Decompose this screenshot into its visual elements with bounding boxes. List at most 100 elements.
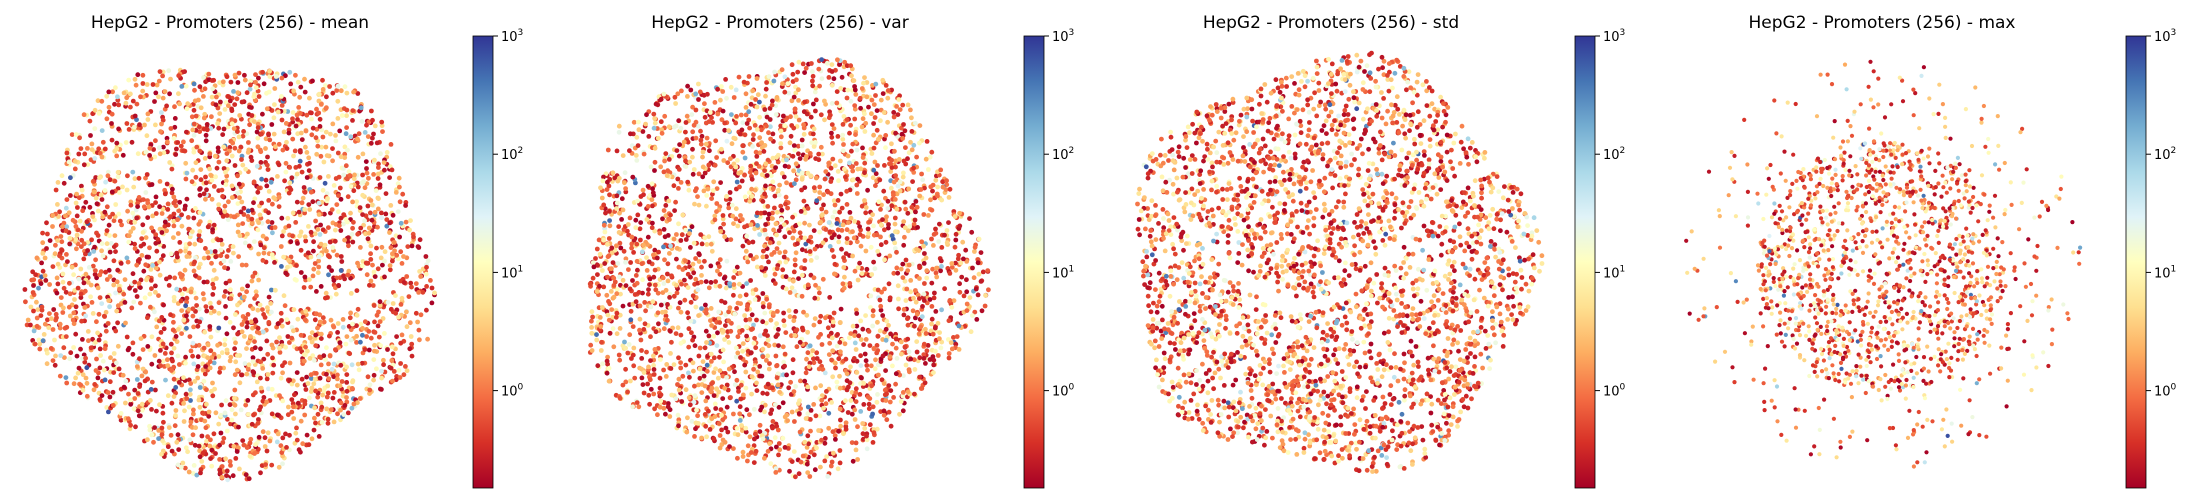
scatter-point bbox=[781, 113, 786, 119]
scatter-point bbox=[249, 278, 255, 284]
scatter-point bbox=[228, 296, 234, 302]
scatter-point bbox=[53, 187, 59, 193]
scatter-point bbox=[348, 210, 353, 216]
scatter-point bbox=[218, 430, 224, 436]
scatter-point bbox=[712, 401, 718, 407]
scatter-point bbox=[881, 188, 887, 194]
scatter-point bbox=[362, 218, 367, 224]
scatter-point bbox=[91, 387, 97, 393]
scatter-point bbox=[799, 293, 805, 299]
scatter-point bbox=[174, 146, 179, 152]
scatter-point bbox=[221, 258, 227, 264]
scatter-point bbox=[637, 316, 643, 322]
tick-exponent: 1 bbox=[518, 264, 524, 274]
scatter-point bbox=[404, 368, 410, 374]
scatter-point bbox=[649, 225, 655, 231]
scatter-point bbox=[793, 309, 799, 314]
scatter-point bbox=[403, 203, 408, 208]
scatter-point bbox=[589, 309, 595, 315]
scatter-point bbox=[429, 285, 435, 291]
scatter-point bbox=[227, 402, 233, 408]
scatter-point bbox=[117, 286, 122, 292]
scatter-point bbox=[237, 195, 242, 201]
scatter-point bbox=[208, 334, 214, 340]
scatter-point bbox=[259, 200, 264, 206]
scatter-point bbox=[877, 328, 883, 334]
scatter-point bbox=[223, 169, 228, 175]
scatter-point bbox=[344, 334, 350, 339]
scatter-point bbox=[215, 237, 221, 243]
scatter-point bbox=[235, 190, 241, 196]
scatter-point bbox=[245, 412, 251, 417]
scatter-point bbox=[704, 193, 710, 198]
scatter-point bbox=[102, 146, 108, 152]
scatter-point bbox=[888, 423, 894, 429]
scatter-point bbox=[746, 74, 752, 79]
scatter-point bbox=[908, 107, 913, 113]
scatter-point bbox=[397, 184, 402, 190]
scatter-point bbox=[196, 124, 202, 130]
scatter-point bbox=[903, 145, 908, 151]
scatter-point bbox=[124, 255, 130, 261]
scatter-point bbox=[682, 277, 687, 283]
scatter-point bbox=[773, 402, 778, 407]
scatter-point bbox=[210, 292, 216, 297]
scatter-point bbox=[290, 116, 295, 122]
scatter-point bbox=[84, 380, 90, 386]
scatter-point bbox=[348, 134, 354, 140]
scatter-point bbox=[287, 69, 293, 75]
scatter-point bbox=[830, 214, 836, 220]
scatter-point bbox=[280, 370, 285, 376]
scatter-point bbox=[922, 251, 927, 256]
scatter-point bbox=[264, 90, 269, 96]
scatter-point bbox=[837, 320, 843, 325]
scatter-point bbox=[150, 263, 156, 268]
scatter-point bbox=[724, 404, 730, 410]
scatter-point bbox=[312, 415, 317, 421]
scatter-point bbox=[921, 261, 927, 266]
scatter-point bbox=[929, 321, 934, 327]
scatter-point bbox=[153, 211, 159, 216]
scatter-point bbox=[264, 399, 269, 405]
scatter-point bbox=[327, 84, 332, 89]
scatter-point bbox=[704, 368, 710, 374]
scatter-point bbox=[287, 432, 292, 438]
scatter-point bbox=[790, 214, 795, 220]
scatter-point bbox=[179, 331, 185, 336]
scatter-point bbox=[872, 266, 878, 272]
scatter-point bbox=[805, 433, 811, 439]
scatter-point bbox=[309, 110, 314, 116]
scatter-point bbox=[191, 121, 197, 127]
scatter-point bbox=[312, 317, 318, 323]
scatter-point bbox=[315, 325, 320, 331]
scatter-point bbox=[311, 266, 317, 272]
scatter-point bbox=[423, 254, 429, 259]
scatter-point bbox=[261, 356, 267, 362]
scatter-point bbox=[829, 69, 835, 74]
scatter-point bbox=[631, 250, 636, 255]
scatter-point bbox=[226, 103, 231, 109]
scatter-point bbox=[263, 177, 269, 183]
scatter-point bbox=[768, 124, 773, 130]
scatter-point bbox=[162, 219, 168, 225]
scatter-point bbox=[224, 473, 229, 478]
scatter-point bbox=[178, 248, 183, 254]
scatter-point bbox=[329, 207, 335, 213]
scatter-point bbox=[268, 179, 274, 185]
scatter-point bbox=[330, 395, 336, 401]
scatter-point bbox=[197, 129, 203, 135]
scatter-point bbox=[113, 85, 118, 91]
scatter-point bbox=[298, 247, 304, 253]
scatter-point bbox=[699, 273, 704, 278]
scatter-point bbox=[149, 225, 155, 231]
scatter-point bbox=[252, 345, 258, 351]
scatter-point bbox=[103, 269, 108, 275]
scatter-point bbox=[782, 249, 788, 255]
scatter-point bbox=[218, 99, 223, 105]
scatter-point bbox=[256, 434, 262, 440]
scatter-point bbox=[233, 340, 238, 346]
scatter-point bbox=[380, 316, 386, 321]
scatter-point bbox=[629, 245, 634, 251]
scatter-point bbox=[676, 221, 681, 227]
scatter-point bbox=[917, 355, 923, 361]
